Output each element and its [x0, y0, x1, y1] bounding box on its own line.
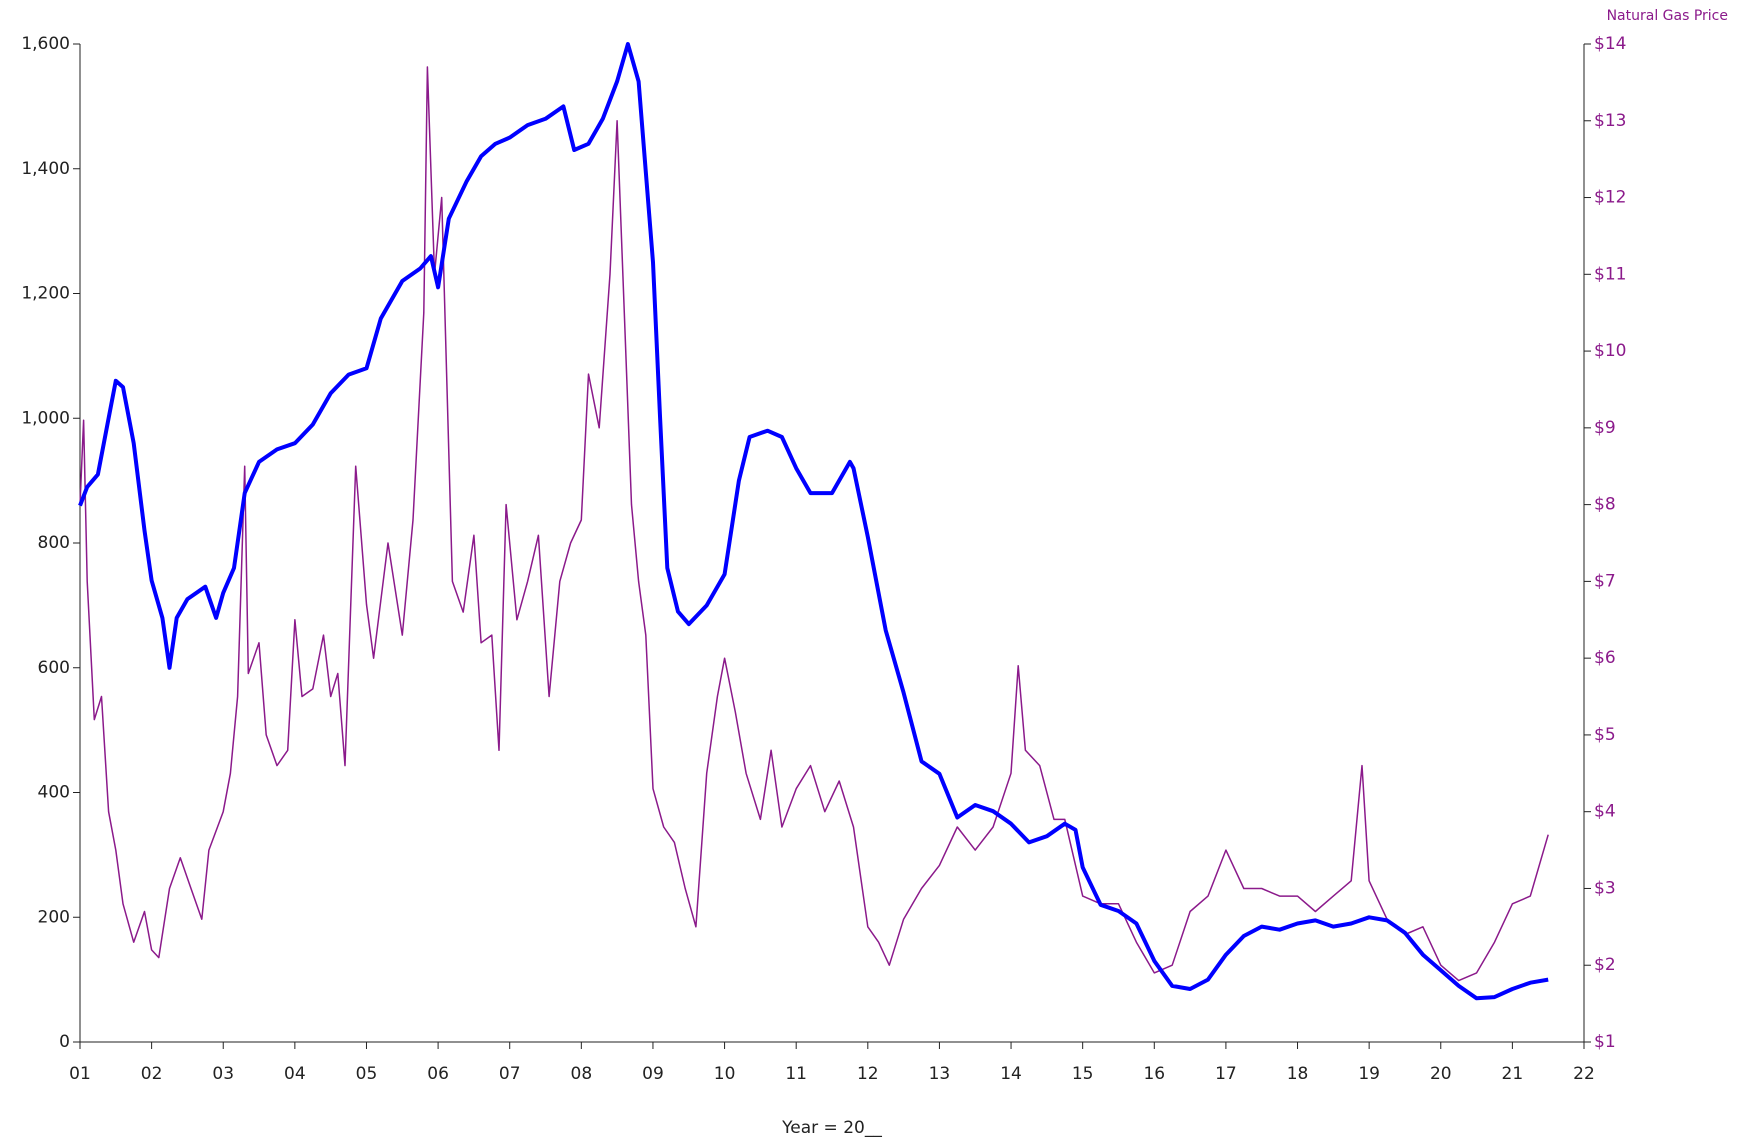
x-axis-title: Year = 20__	[781, 1118, 882, 1138]
series-line	[79, 66, 1549, 982]
y-tick-label: 600	[38, 658, 70, 678]
y2-tick-label: $11	[1594, 264, 1626, 284]
y2-tick-label: $9	[1594, 418, 1616, 438]
x-tick-label: 02	[141, 1064, 163, 1084]
x-tick-label: 07	[499, 1064, 521, 1084]
y2-tick-label: $7	[1594, 571, 1616, 591]
y2-tick-label: $2	[1594, 955, 1616, 975]
y2-tick-label: $3	[1594, 878, 1616, 898]
y2-tick-label: $4	[1594, 802, 1616, 822]
x-tick-label: 05	[356, 1064, 378, 1084]
x-tick-label: 13	[929, 1064, 951, 1084]
y-tick-label: 1,000	[21, 408, 70, 428]
y2-tick-label: $14	[1594, 34, 1626, 54]
y-tick-label: 400	[38, 783, 70, 803]
y-tick-label: 1,600	[21, 34, 70, 54]
x-tick-label: 04	[284, 1064, 306, 1084]
x-tick-label: 06	[427, 1064, 449, 1084]
y2-tick-label: $6	[1594, 648, 1616, 668]
x-tick-label: 20	[1430, 1064, 1452, 1084]
y2-tick-label: $10	[1594, 341, 1626, 361]
x-tick-label: 10	[714, 1064, 736, 1084]
y2-tick-label: $13	[1594, 111, 1626, 131]
x-tick-label: 15	[1072, 1064, 1094, 1084]
y-tick-label: 200	[38, 907, 70, 927]
x-tick-label: 19	[1358, 1064, 1380, 1084]
x-tick-label: 17	[1215, 1064, 1237, 1084]
x-tick-label: 08	[571, 1064, 593, 1084]
y-tick-label: 0	[59, 1032, 70, 1052]
x-tick-label: 18	[1287, 1064, 1309, 1084]
x-tick-label: 14	[1000, 1064, 1022, 1084]
y2-axis-title: Natural Gas Price	[1607, 8, 1728, 24]
y-tick-label: 1,400	[21, 159, 70, 179]
x-tick-label: 12	[857, 1064, 879, 1084]
x-tick-label: 03	[212, 1064, 234, 1084]
y2-tick-label: $8	[1594, 495, 1616, 515]
y2-tick-label: $5	[1594, 725, 1616, 745]
y2-tick-label: $1	[1594, 1032, 1616, 1052]
y2-tick-label: $12	[1594, 188, 1626, 208]
x-tick-label: 11	[785, 1064, 807, 1084]
x-tick-label: 22	[1573, 1064, 1595, 1084]
x-tick-label: 21	[1502, 1064, 1524, 1084]
x-tick-label: 09	[642, 1064, 664, 1084]
y-tick-label: 1,200	[21, 284, 70, 304]
x-tick-label: 01	[69, 1064, 91, 1084]
y-tick-label: 800	[38, 533, 70, 553]
x-tick-label: 16	[1143, 1064, 1165, 1084]
series-line	[78, 42, 1549, 1001]
